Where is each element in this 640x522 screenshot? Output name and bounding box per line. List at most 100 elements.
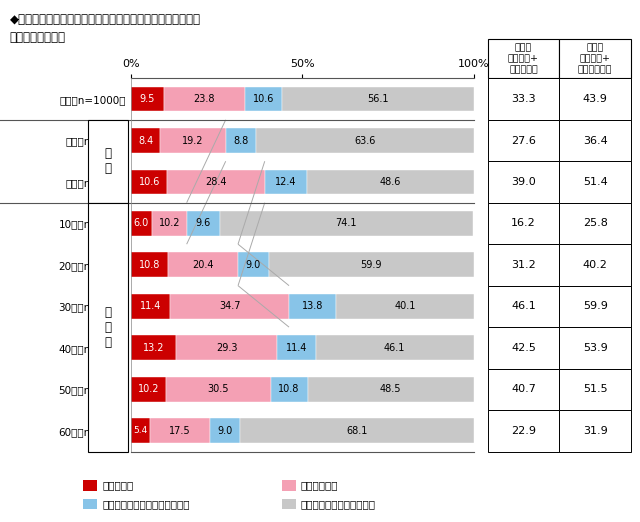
Bar bbox=[220, 211, 473, 236]
Text: 59.9: 59.9 bbox=[583, 301, 607, 312]
Bar bbox=[256, 128, 474, 153]
Bar bbox=[150, 418, 210, 443]
Bar bbox=[226, 128, 256, 153]
Text: ほとんどしない（経験はある）: ほとんどしない（経験はある） bbox=[102, 499, 190, 509]
Text: ◆《オンラインショップで贈り物を購入する》ことがあるか: ◆《オンラインショップで贈り物を購入する》ことがあるか bbox=[10, 13, 200, 26]
Text: 34.7: 34.7 bbox=[219, 301, 241, 312]
Bar bbox=[131, 211, 152, 236]
Text: 9.0: 9.0 bbox=[218, 426, 233, 436]
Bar bbox=[131, 170, 168, 194]
Bar bbox=[245, 87, 282, 112]
Bar bbox=[282, 87, 474, 112]
Bar bbox=[160, 128, 226, 153]
Bar bbox=[177, 336, 276, 360]
Text: 9.0: 9.0 bbox=[246, 260, 261, 270]
Text: 10.8: 10.8 bbox=[278, 384, 300, 394]
Text: ときどきある: ときどきある bbox=[301, 480, 339, 491]
Text: 39.0: 39.0 bbox=[511, 177, 536, 187]
Text: 19.2: 19.2 bbox=[182, 136, 204, 146]
Bar bbox=[168, 253, 238, 277]
Text: 29.3: 29.3 bbox=[216, 343, 237, 353]
Text: 全くしない（一度もない）: 全くしない（一度もない） bbox=[301, 499, 376, 509]
Text: 28.4: 28.4 bbox=[205, 177, 227, 187]
Text: 20.4: 20.4 bbox=[193, 260, 214, 270]
Text: 40.1: 40.1 bbox=[394, 301, 415, 312]
Bar bbox=[131, 253, 168, 277]
Bar bbox=[269, 253, 474, 277]
Bar bbox=[289, 294, 336, 319]
Text: 31.2: 31.2 bbox=[511, 260, 536, 270]
Text: 12.4: 12.4 bbox=[275, 177, 297, 187]
Text: 40.7: 40.7 bbox=[511, 384, 536, 394]
Text: 10.2: 10.2 bbox=[159, 218, 180, 229]
Text: 46.1: 46.1 bbox=[511, 301, 536, 312]
Text: 27.6: 27.6 bbox=[511, 136, 536, 146]
Bar bbox=[131, 87, 164, 112]
Text: 40.2: 40.2 bbox=[583, 260, 607, 270]
Text: 56.1: 56.1 bbox=[367, 94, 388, 104]
Bar bbox=[152, 211, 187, 236]
Text: 23.8: 23.8 bbox=[194, 94, 215, 104]
Text: 16.2: 16.2 bbox=[511, 218, 536, 229]
Bar bbox=[316, 336, 474, 360]
Text: 36.4: 36.4 bbox=[583, 136, 607, 146]
Bar bbox=[308, 377, 474, 402]
Text: 42.5: 42.5 bbox=[511, 343, 536, 353]
Bar bbox=[131, 418, 150, 443]
Text: 17.5: 17.5 bbox=[169, 426, 191, 436]
Text: 53.9: 53.9 bbox=[583, 343, 607, 353]
Text: 10.2: 10.2 bbox=[138, 384, 159, 394]
Text: 性
別: 性 別 bbox=[104, 147, 111, 175]
Text: 8.8: 8.8 bbox=[233, 136, 248, 146]
Bar bbox=[187, 211, 220, 236]
Bar bbox=[131, 128, 160, 153]
Text: 51.4: 51.4 bbox=[583, 177, 607, 187]
Text: 13.2: 13.2 bbox=[143, 343, 164, 353]
Text: 30.5: 30.5 bbox=[207, 384, 229, 394]
Text: 63.6: 63.6 bbox=[354, 136, 376, 146]
Bar bbox=[271, 377, 308, 402]
Bar bbox=[336, 294, 474, 319]
Text: 10.8: 10.8 bbox=[139, 260, 161, 270]
Bar bbox=[131, 377, 166, 402]
Bar bbox=[131, 294, 170, 319]
Text: 43.9: 43.9 bbox=[583, 94, 607, 104]
Bar bbox=[170, 294, 289, 319]
Text: 6.0: 6.0 bbox=[134, 218, 149, 229]
Bar bbox=[166, 377, 271, 402]
Text: 68.1: 68.1 bbox=[346, 426, 368, 436]
Text: 8.4: 8.4 bbox=[138, 136, 153, 146]
Text: 51.5: 51.5 bbox=[583, 384, 607, 394]
Bar bbox=[210, 418, 241, 443]
Text: 頻繁にある: 頻繁にある bbox=[102, 480, 134, 491]
Text: 年
代
別: 年 代 別 bbox=[104, 305, 111, 349]
Text: 59.9: 59.9 bbox=[361, 260, 382, 270]
Text: 5.4: 5.4 bbox=[133, 426, 148, 435]
Bar bbox=[238, 253, 269, 277]
Text: 31.9: 31.9 bbox=[583, 426, 607, 436]
Text: 9.6: 9.6 bbox=[195, 218, 211, 229]
Text: 74.1: 74.1 bbox=[335, 218, 357, 229]
Text: 10.6: 10.6 bbox=[139, 177, 160, 187]
Text: 9.5: 9.5 bbox=[140, 94, 155, 104]
Bar bbox=[307, 170, 474, 194]
Text: 10.6: 10.6 bbox=[253, 94, 274, 104]
Bar bbox=[131, 336, 177, 360]
Text: 46.1: 46.1 bbox=[384, 343, 405, 353]
Text: 22.9: 22.9 bbox=[511, 426, 536, 436]
Text: 48.6: 48.6 bbox=[380, 177, 401, 187]
Text: 活用率
（頻繁に+
ときどき）: 活用率 （頻繁に+ ときどき） bbox=[508, 43, 539, 74]
Bar bbox=[276, 336, 316, 360]
Text: 11.4: 11.4 bbox=[140, 301, 161, 312]
Text: 経験率
（活用率+
経験はある）: 経験率 （活用率+ 経験はある） bbox=[578, 43, 612, 74]
Bar bbox=[241, 418, 474, 443]
Text: 13.8: 13.8 bbox=[302, 301, 323, 312]
Text: （単一回答形式）: （単一回答形式） bbox=[10, 31, 65, 44]
Bar bbox=[265, 170, 307, 194]
Text: 11.4: 11.4 bbox=[285, 343, 307, 353]
Bar bbox=[168, 170, 265, 194]
Text: 48.5: 48.5 bbox=[380, 384, 401, 394]
Text: 25.8: 25.8 bbox=[583, 218, 607, 229]
Bar bbox=[164, 87, 245, 112]
Text: 33.3: 33.3 bbox=[511, 94, 536, 104]
